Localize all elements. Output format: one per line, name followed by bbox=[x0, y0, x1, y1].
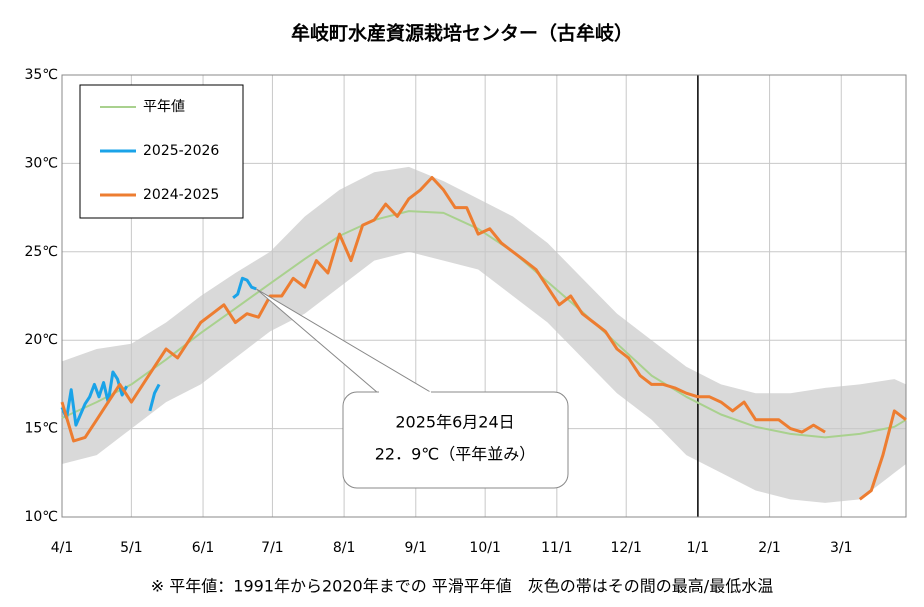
x-tick-label: 4/1 bbox=[51, 540, 74, 556]
series-line bbox=[60, 276, 257, 427]
plot-frame bbox=[61, 74, 907, 518]
x-tick-label: 5/1 bbox=[120, 540, 143, 556]
x-tick-label: 8/1 bbox=[333, 540, 356, 556]
y-tick-label: 25℃ bbox=[24, 244, 58, 260]
callout-text: 22．9℃（平年並み） bbox=[375, 445, 536, 464]
series-line bbox=[60, 176, 907, 501]
x-tick-label: 7/1 bbox=[261, 540, 284, 556]
legend-label: 平年値 bbox=[143, 99, 185, 115]
series-line bbox=[61, 210, 907, 439]
x-tick-label: 2/1 bbox=[758, 540, 781, 556]
chart-title: 牟岐町水産資源栽培センター（古牟岐） bbox=[291, 22, 633, 45]
y-tick-label: 35℃ bbox=[24, 67, 58, 83]
y-tick-label: 10℃ bbox=[24, 509, 58, 525]
footnote: ※ 平年値：1991年から2020年までの 平滑平年値 灰色の帯はその間の最高/… bbox=[151, 577, 773, 596]
x-tick-label: 1/1 bbox=[687, 540, 710, 556]
x-tick-label: 9/1 bbox=[405, 540, 428, 556]
legend-label: 2024-2025 bbox=[143, 187, 219, 203]
x-tick-label: 3/1 bbox=[830, 540, 853, 556]
range-band bbox=[62, 166, 906, 503]
callout-box bbox=[342, 391, 569, 489]
y-tick-label: 30℃ bbox=[24, 155, 58, 171]
x-tick-label: 12/1 bbox=[610, 540, 641, 556]
x-tick-label: 11/1 bbox=[541, 540, 572, 556]
callout-text: 2025年6月24日 bbox=[395, 413, 514, 432]
x-tick-label: 6/1 bbox=[192, 540, 215, 556]
y-tick-label: 15℃ bbox=[24, 421, 58, 437]
x-tick-label: 10/1 bbox=[469, 540, 500, 556]
y-tick-label: 20℃ bbox=[24, 332, 58, 348]
legend-label: 2025-2026 bbox=[143, 143, 219, 159]
